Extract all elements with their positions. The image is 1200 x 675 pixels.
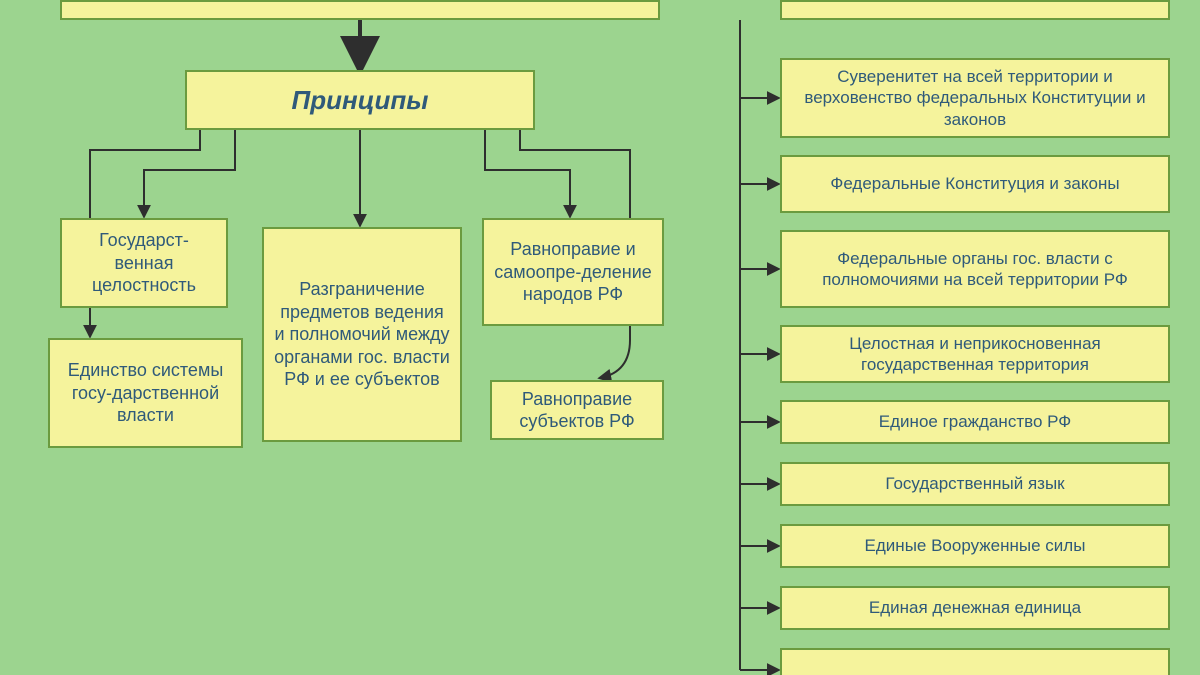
right-header-box (780, 0, 1170, 20)
left-top-box (60, 0, 660, 20)
feature-item-2: Федеральные органы гос. власти с полномо… (780, 230, 1170, 308)
feature-item-5: Государственный язык (780, 462, 1170, 506)
feature-item-4: Единое гражданство РФ (780, 400, 1170, 444)
principles-heading: Принципы (185, 70, 535, 130)
feature-item-7: Единая денежная единица (780, 586, 1170, 630)
principle-item-0: Государст-венная целостность (60, 218, 228, 308)
principle-item-3: Равноправие и самоопре-деление народов Р… (482, 218, 664, 326)
principle-item-2: Разграничение предметов ведения и полном… (262, 227, 462, 442)
feature-item-1: Федеральные Конституция и законы (780, 155, 1170, 213)
feature-item-0: Суверенитет на всей территории и верхове… (780, 58, 1170, 138)
principle-item-1: Единство системы госу-дарственной власти (48, 338, 243, 448)
feature-item-8 (780, 648, 1170, 675)
feature-item-6: Единые Вооруженные силы (780, 524, 1170, 568)
feature-item-3: Целостная и неприкосновенная государстве… (780, 325, 1170, 383)
principle-item-4: Равноправие субъектов РФ (490, 380, 664, 440)
